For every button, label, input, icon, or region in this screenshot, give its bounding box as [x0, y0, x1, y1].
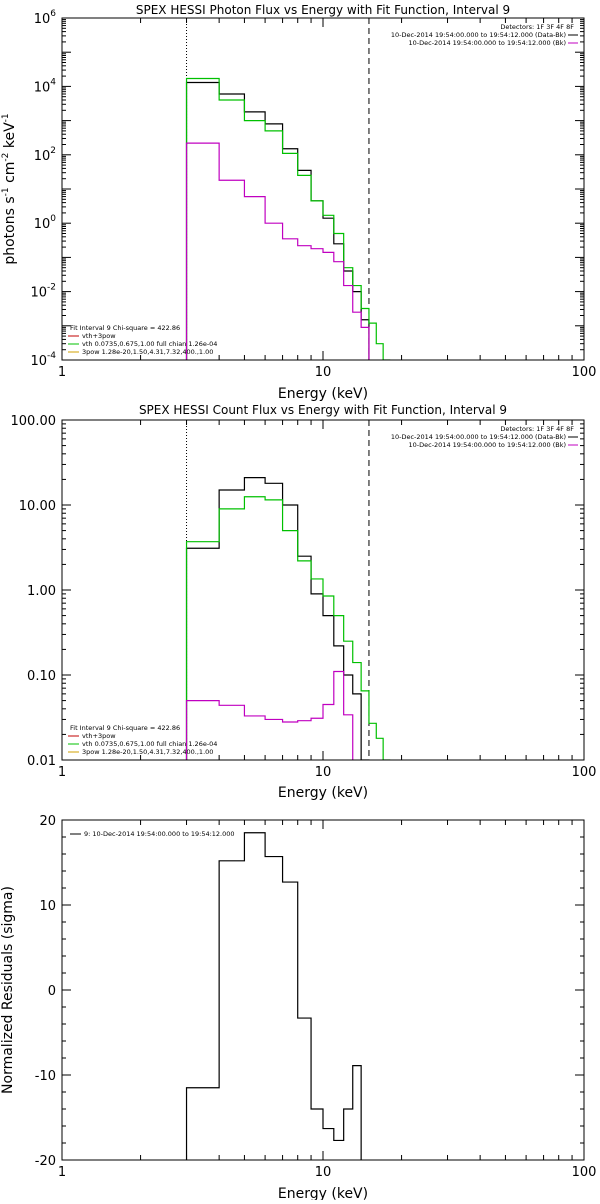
x-axis-label: Energy (keV): [278, 1186, 368, 1200]
y-tick-label: 0.01: [27, 754, 56, 769]
series-group: [185, 477, 391, 760]
y-tick-label: 0.10: [27, 669, 56, 684]
y-tick-label: -20: [35, 1154, 56, 1169]
y-tick-label: 102: [34, 146, 56, 164]
chart-title: SPEX HESSI Count Flux vs Energy with Fit…: [139, 403, 507, 417]
y-tick-label: -10: [35, 1069, 56, 1084]
y-tick-label: 100.00: [11, 414, 57, 429]
legend-entry: Fit Interval 9 Chi-square = 422.86: [70, 724, 180, 732]
legend-top-left: 9: 10-Dec-2014 19:54:00.000 to 19:54:12.…: [70, 830, 235, 838]
legend-entry: 3pow 1.28e-20,1.50,4.31,7.32,400.,1.00: [82, 348, 213, 356]
y-tick-label: 106: [34, 9, 57, 27]
x-tick-label: 100: [572, 765, 597, 780]
y-tick-label: 20: [39, 814, 56, 829]
y-tick-label: 10.00: [19, 499, 56, 514]
y-tick-label: 10-4: [30, 351, 56, 369]
y-tick-label: 0: [48, 984, 56, 999]
x-tick-label: 100: [572, 1165, 597, 1180]
x-tick-label: 1: [58, 765, 66, 780]
y-tick-label: 100: [34, 214, 57, 232]
legend-entry: 10-Dec-2014 19:54:00.000 to 19:54:12.000…: [409, 441, 567, 449]
y-tick-label: 10: [39, 899, 56, 914]
y-axis-label: Normalized Residuals (sigma): [0, 886, 16, 1094]
series-group: [185, 832, 362, 1160]
legend-entry: 9: 10-Dec-2014 19:54:00.000 to 19:54:12.…: [84, 830, 235, 838]
y-tick-label: 10-2: [30, 283, 56, 301]
legend-entry: 10-Dec-2014 19:54:00.000 to 19:54:12.000…: [409, 39, 567, 47]
panel-2: SPEX HESSI Count Flux vs Energy with Fit…: [11, 403, 597, 801]
legend-entry: vth 0.0735,0.675,1.00 full chian 1.26e-0…: [82, 340, 217, 348]
x-tick-label: 10: [315, 1165, 332, 1180]
series-1-line: [185, 832, 362, 1160]
legend-entry: 10-Dec-2014 19:54:00.000 to 19:54:12.000…: [391, 433, 566, 441]
series-1-line: [185, 81, 370, 360]
y-tick-label: 104: [34, 77, 57, 95]
x-tick-label: 100: [572, 365, 597, 380]
y-tick-label: 1.00: [27, 584, 56, 599]
x-axis-label: Energy (keV): [278, 785, 368, 801]
legend-entry: 3pow 1.28e-20,1.50,4.31,7.32,400.,1.00: [82, 748, 213, 756]
legend-entry: Detectors: 1F 3F 4F 8F: [500, 425, 574, 433]
plot-frame: [61, 819, 585, 1161]
x-axis-label: Energy (keV): [278, 386, 368, 402]
series-3-line: [185, 142, 370, 360]
legend-entry: vth+3pow: [82, 732, 116, 740]
series-3-line: [185, 670, 354, 760]
legend-bottom-left: Fit Interval 9 Chi-square = 422.86vth+3p…: [68, 324, 217, 356]
chart-title: SPEX HESSI Photon Flux vs Energy with Fi…: [136, 3, 510, 17]
legend-entry: vth 0.0735,0.675,1.00 full chian 1.26e-0…: [82, 740, 217, 748]
series-2-line: [185, 77, 391, 360]
x-tick-label: 1: [58, 365, 66, 380]
series-1-line: [185, 477, 370, 760]
x-tick-label: 10: [315, 365, 332, 380]
legend-entry: Fit Interval 9 Chi-square = 422.86: [70, 324, 180, 332]
legend-entry: 10-Dec-2014 19:54:00.000 to 19:54:12.000…: [391, 31, 566, 39]
series-2-line: [185, 496, 391, 760]
y-axis-label: photons s-1 cm-2 keV-1: [1, 113, 18, 264]
legend-bottom-left: Fit Interval 9 Chi-square = 422.86vth+3p…: [68, 724, 217, 756]
plot-frame: [61, 419, 585, 761]
x-tick-label: 1: [58, 1165, 66, 1180]
x-tick-label: 10: [315, 765, 332, 780]
legend-entry: vth+3pow: [82, 332, 116, 340]
panel-3: 1 10 100 -20 -10 0 10 20 Energy (keV) Normalized …: [0, 814, 597, 1202]
panel-1: SPEX HESSI Photon Flux vs Energy with Fi…: [1, 3, 596, 402]
series-group: [185, 77, 391, 360]
legend-entry: Detectors: 1F 3F 4F 8F: [500, 23, 574, 31]
plot-frame: [61, 17, 585, 361]
